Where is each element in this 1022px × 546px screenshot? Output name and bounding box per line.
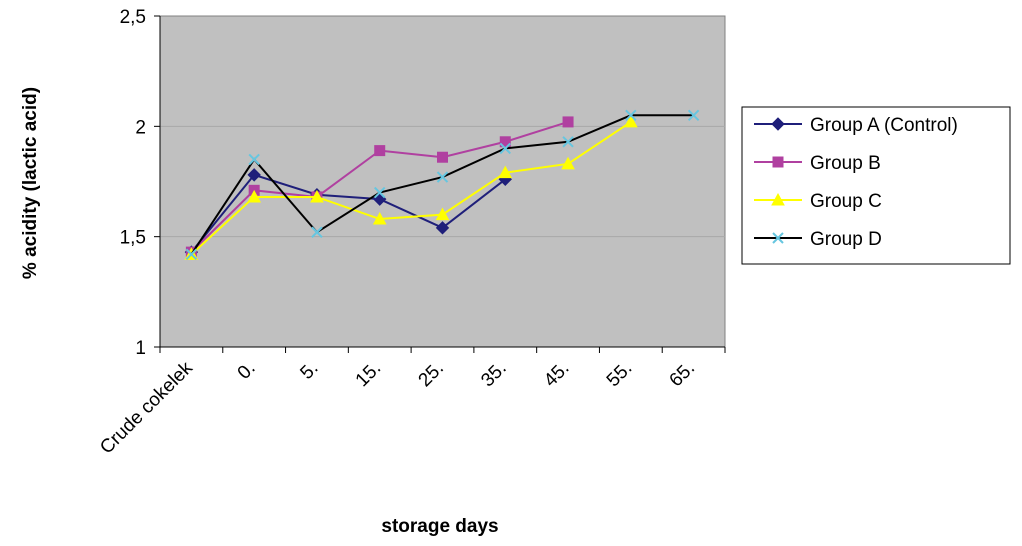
legend-item-4: Group D (754, 229, 882, 250)
legend-item-3: Group C (754, 191, 882, 212)
data-point (310, 189, 324, 203)
y-axis-title: % acidity (lactic acid) (20, 87, 41, 279)
data-point-stroke (248, 153, 260, 166)
series-layer (184, 109, 700, 261)
data-point (435, 221, 450, 235)
plot-area (159, 15, 726, 348)
legend-label: Group C (810, 191, 882, 212)
data-point (772, 232, 784, 244)
data-point (311, 226, 323, 238)
x-tick-label: 0. (234, 358, 260, 384)
data-point (499, 136, 511, 148)
x-tick-label: 65. (666, 358, 700, 392)
x-tick-label: Crude cokelek (96, 357, 197, 458)
x-tick-label: 25. (415, 358, 449, 392)
legend-item-2: Group B (754, 153, 881, 174)
y-tick-label: 2,5 (120, 7, 146, 28)
legend-label: Group A (Control) (810, 115, 958, 136)
x-tick-label: 55. (603, 358, 637, 392)
data-point (498, 165, 513, 179)
x-axis: Crude cokelek 0. 5. 15. 25. 35. 45. 55. 65. (96, 346, 726, 458)
legend: Group A (Control) Group B Group C Group D (741, 106, 1011, 265)
data-point (623, 114, 638, 128)
plot-background (159, 15, 726, 348)
series-3 (184, 114, 638, 260)
data-point (436, 171, 449, 183)
data-point (247, 168, 261, 182)
x-tick-label: 15. (352, 358, 386, 392)
data-point (561, 156, 575, 170)
legend-item-1: Group A (Control) (754, 115, 958, 136)
data-point-stroke (625, 109, 637, 122)
data-point-stroke (185, 248, 198, 261)
data-point (771, 117, 785, 131)
legend-label: Group B (810, 153, 881, 174)
data-point-stroke (772, 232, 784, 244)
x-axis-title: storage days (381, 516, 498, 537)
data-point (562, 136, 574, 148)
series-line (190, 173, 506, 253)
y-tick-label: 1 (135, 338, 146, 359)
data-point-stroke (311, 226, 323, 238)
series-4 (185, 109, 700, 261)
data-point (374, 145, 386, 157)
data-point-stroke (562, 136, 574, 148)
data-point (248, 153, 260, 166)
data-point (625, 109, 637, 122)
data-point (435, 207, 450, 221)
data-point-stroke (436, 171, 449, 183)
y-tick-label: 2 (135, 117, 146, 138)
legend-label: Group D (810, 229, 882, 250)
data-point (687, 109, 700, 122)
data-point (185, 248, 198, 261)
data-point (771, 192, 785, 206)
data-point-stroke (687, 109, 700, 122)
y-tick-label: 1,5 (120, 228, 146, 249)
x-tick-label: 45. (540, 358, 574, 392)
data-point (374, 186, 386, 199)
x-tick-label: 5. (296, 358, 322, 384)
data-point (562, 116, 574, 128)
data-point (499, 142, 511, 155)
data-point-stroke (374, 186, 386, 199)
data-point-stroke (499, 142, 511, 155)
y-axis: 1 1,5 2 2,5 (120, 7, 161, 359)
data-point (437, 151, 448, 163)
data-point (772, 156, 784, 168)
data-point (372, 211, 387, 225)
x-tick-label: 35. (477, 358, 511, 392)
series-line (190, 121, 632, 256)
data-point (247, 189, 262, 203)
